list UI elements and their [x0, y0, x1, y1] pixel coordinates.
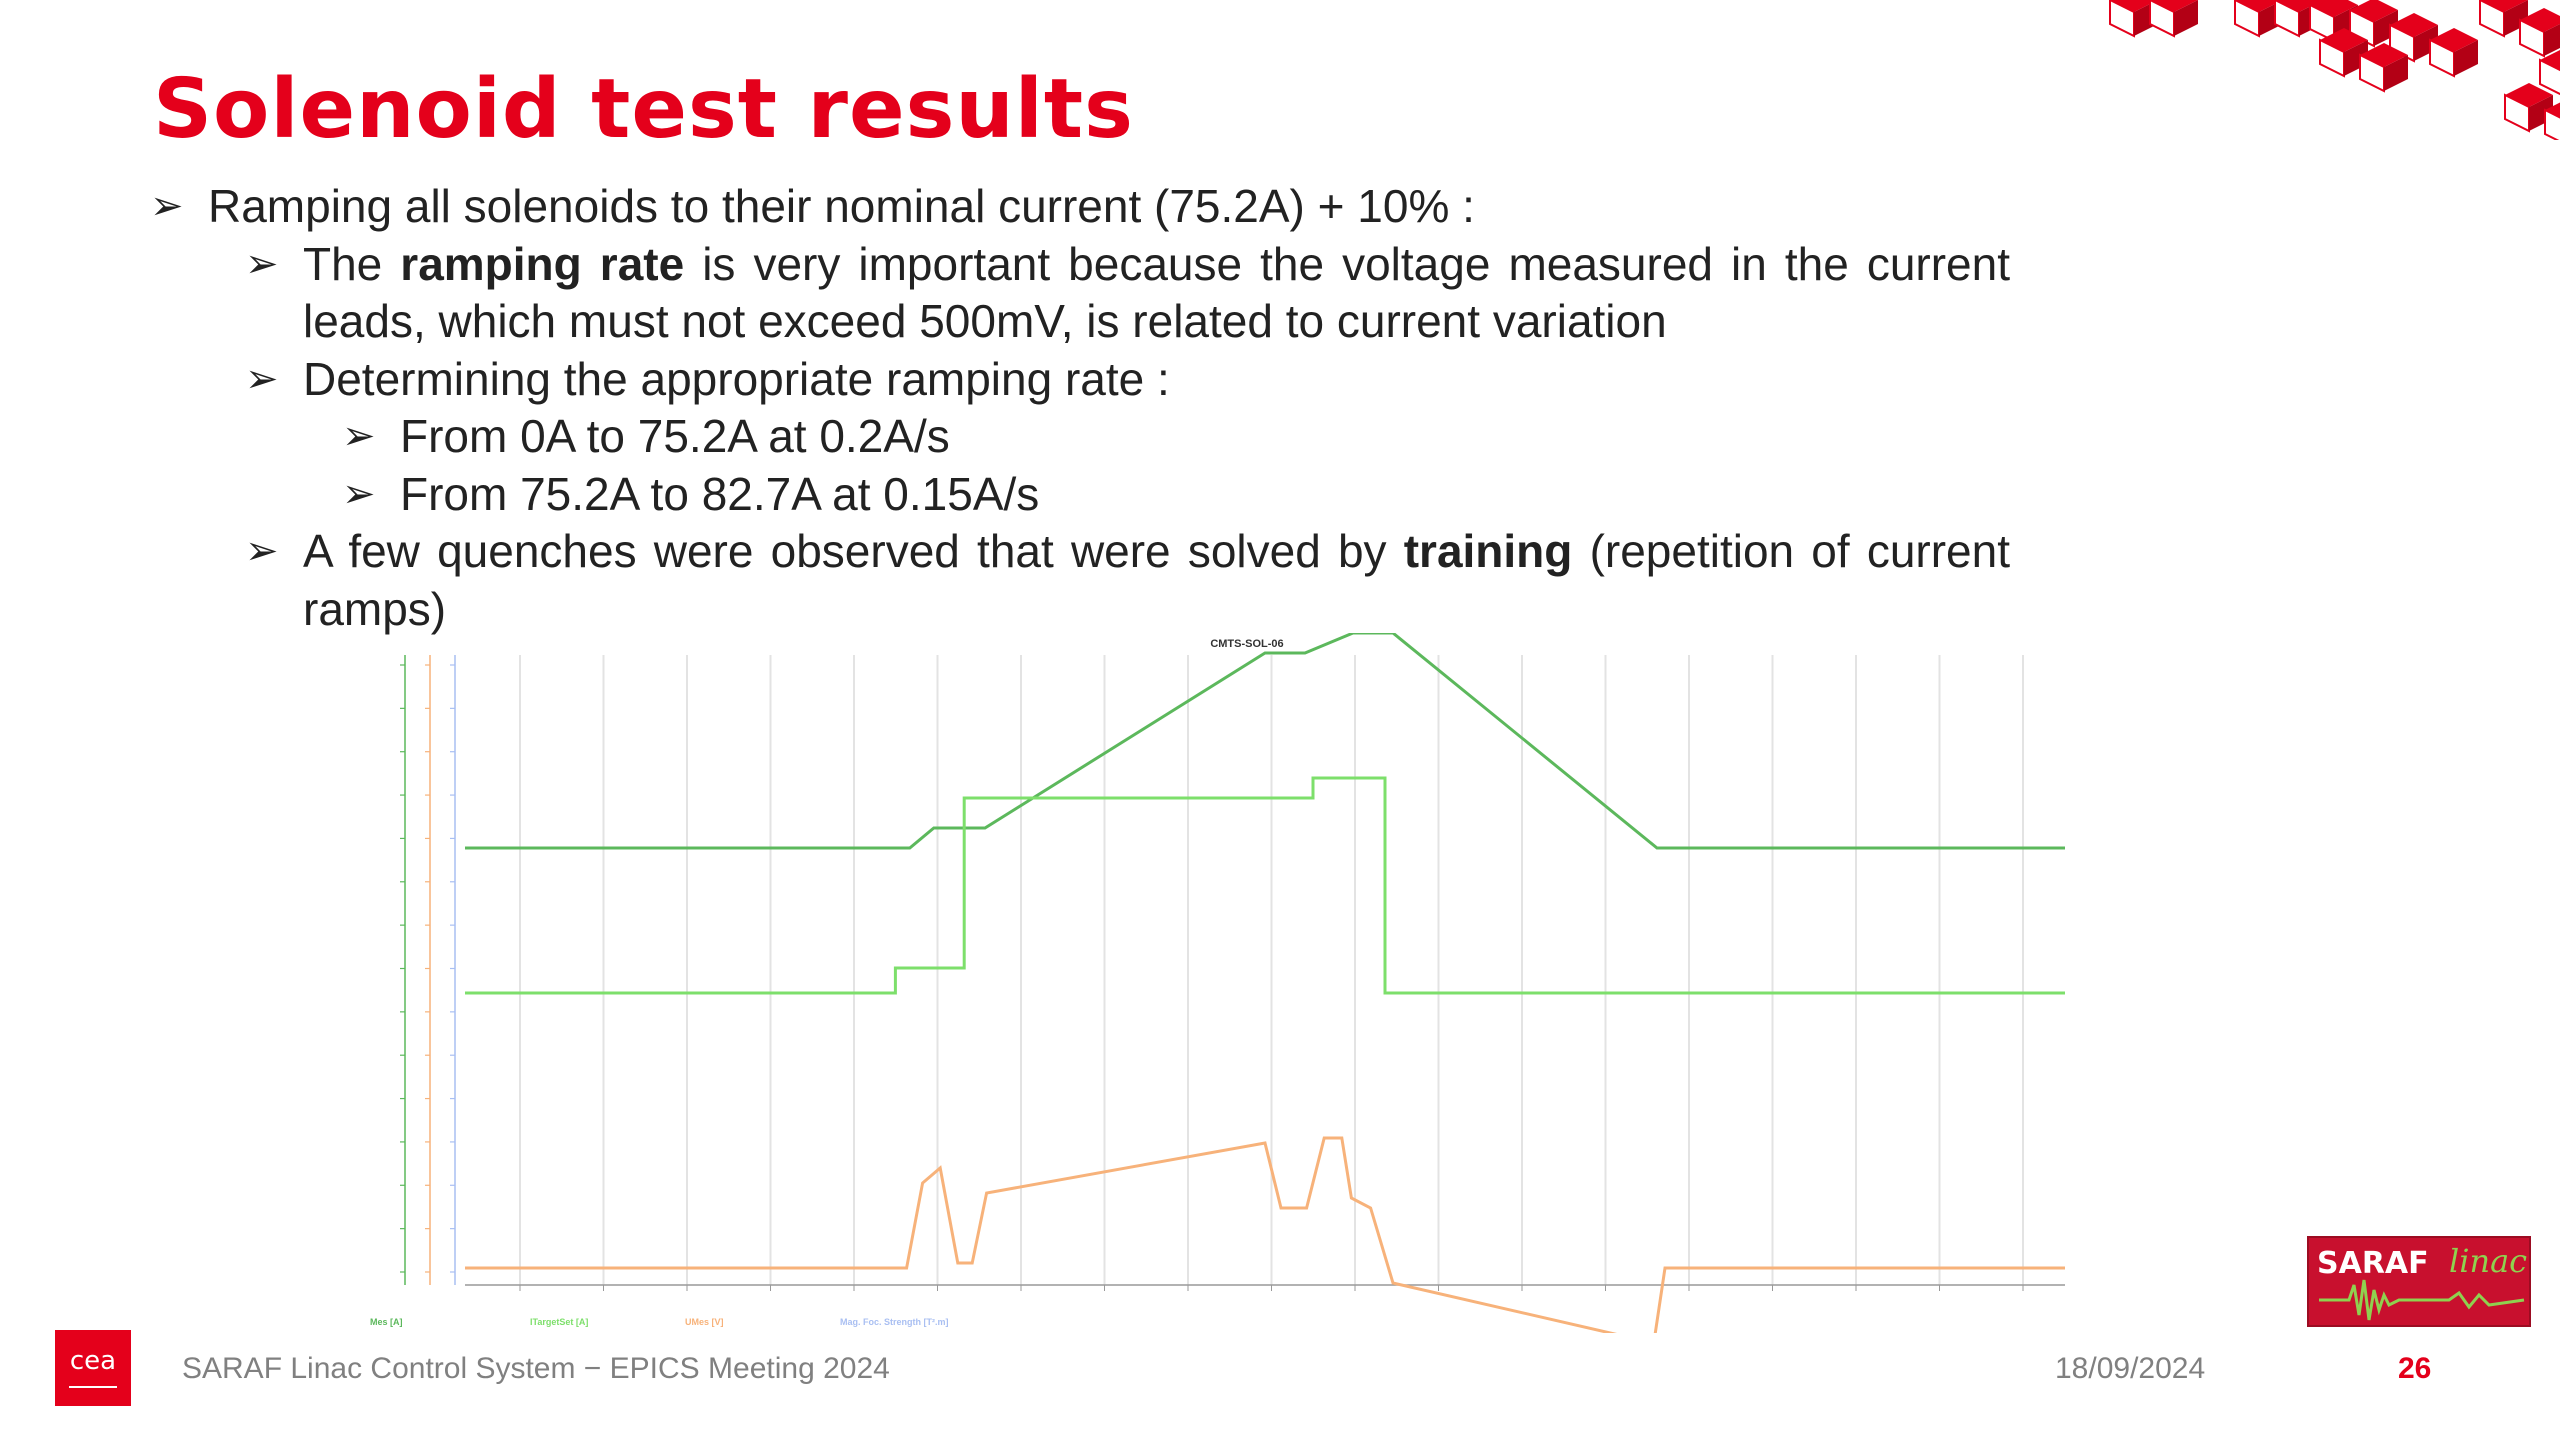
saraf-linac-logo: SARAF linac [2307, 1236, 2531, 1327]
cube-face [2150, 0, 2198, 12]
bullet-text: The ramping rate is very important becau… [303, 236, 2010, 351]
cube-face [2480, 0, 2528, 12]
bullet-arrow-icon: ➢ [342, 414, 376, 458]
bullet-item: ➢ The ramping rate is very important beca… [150, 236, 2010, 351]
bullet-item: ➢ From 75.2A to 82.7A at 0.15A/s [150, 466, 2010, 524]
cea-logo: cea [55, 1330, 131, 1406]
slide-title: Solenoid test results [153, 62, 1134, 157]
bullet-arrow-icon: ➢ [245, 356, 279, 401]
cube-face [2310, 0, 2358, 17]
footer-date: 18/09/2024 [2055, 1352, 2206, 1385]
solenoid-chart: CMTS-SOL-06 Mes [A] ITargetSet [A] UMes [V]… [370, 633, 2065, 1333]
cube-face [2174, 0, 2198, 36]
cube-face [2544, 24, 2560, 56]
legend-label: Mes [A] [370, 1317, 403, 1327]
series-line [465, 776, 2065, 995]
bullet-arrow-icon: ➢ [245, 241, 279, 286]
legend-label: Mag. Foc. Strength [T².m] [840, 1317, 949, 1327]
bullet-item: ➢ Determining the appropriate ramping rat… [150, 351, 2010, 409]
cube-face [2235, 0, 2283, 12]
page-number: 26 [2398, 1352, 2432, 1385]
bullet-item: ➢ Ramping all solenoids to their nominal … [150, 178, 2010, 236]
cube-face [2544, 108, 2560, 140]
bullet-arrow-icon: ➢ [245, 529, 279, 573]
cube-face [2539, 58, 2560, 96]
footer-title: SARAF Linac Control System − EPICS Meeti… [182, 1352, 890, 1385]
bullet-text-run: is very important because the voltage me… [303, 237, 2010, 348]
cube-face [2350, 0, 2398, 22]
cube-face [2454, 40, 2478, 76]
cube-pattern-decoration [2109, 0, 2560, 140]
bullet-arrow-icon: ➢ [150, 184, 184, 228]
cube-face [2540, 50, 2560, 70]
bullet-bold-text: training [1403, 525, 1573, 577]
bullet-text: From 0A to 75.2A at 0.2A/s [400, 408, 2010, 466]
cube-face [2545, 102, 2560, 118]
legend-label: UMes [V] [685, 1317, 724, 1327]
bullet-text-run: Determining the appropriate ramping rate… [303, 352, 1170, 405]
bullet-text-run: From 75.2A to 82.7A at 0.15A/s [400, 467, 1040, 520]
bullet-arrow-icon: ➢ [342, 471, 376, 516]
bullet-text-run: From 0A to 75.2A at 0.2A/s [400, 410, 950, 462]
chart-title: CMTS-SOL-06 [1210, 638, 1283, 650]
bullet-text-run: (repetition of current ramps) [303, 525, 2010, 635]
cube-face [2520, 8, 2560, 32]
bullet-list: ➢ Ramping all solenoids to their nominal … [150, 178, 2010, 638]
series-line [465, 1136, 2065, 1333]
bullet-item: ➢ A few quenches were observed that were … [150, 523, 2010, 638]
bullet-text: A few quenches were observed that were s… [303, 523, 2010, 638]
cube-face [2275, 0, 2323, 12]
bullet-item: ➢ From 0A to 75.2A at 0.2A/s [150, 408, 2010, 466]
cube-face [2384, 55, 2408, 91]
legend-label: ITargetSet [A] [530, 1317, 588, 1327]
series-line [465, 633, 2065, 850]
cube-face [2110, 0, 2158, 12]
bullet-text-run: The [303, 237, 401, 290]
bullet-text-run: A few quenches were observed that were s… [303, 525, 1404, 577]
bullet-bold-text: ramping rate [400, 237, 685, 290]
bullet-text-run: Ramping all solenoids to their nominal c… [208, 180, 1475, 232]
bullet-text: Ramping all solenoids to their nominal c… [208, 178, 2010, 236]
bullet-text: From 75.2A to 82.7A at 0.15A/s [400, 466, 2010, 524]
bullet-text: Determining the appropriate ramping rate… [303, 351, 2010, 409]
